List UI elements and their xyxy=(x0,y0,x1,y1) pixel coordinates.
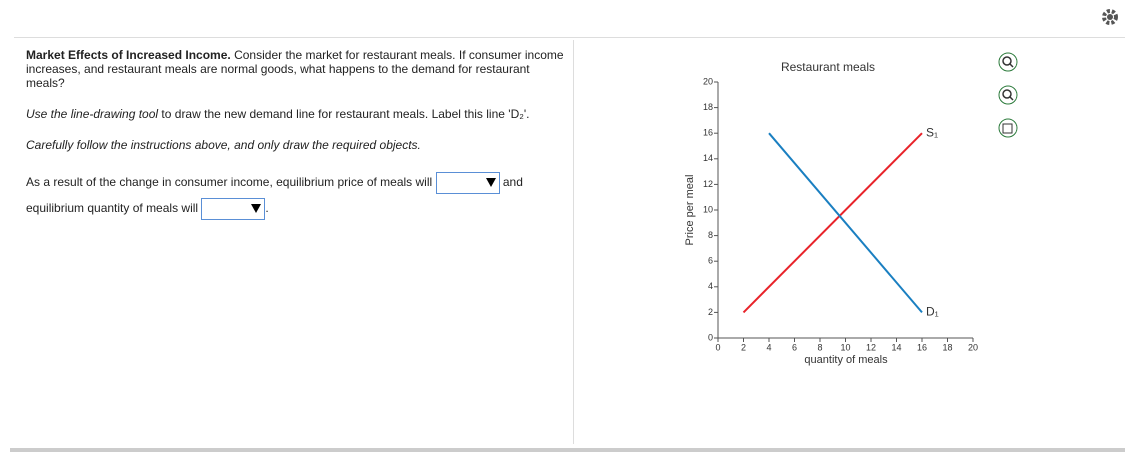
y-tick-label: 0 xyxy=(708,332,713,342)
question-panel: Market Effects of Increased Income. Cons… xyxy=(26,48,571,221)
y-tick-label: 12 xyxy=(703,179,713,189)
note: Carefully follow the instructions above,… xyxy=(26,138,571,152)
x-tick-label: 8 xyxy=(817,342,822,352)
y-axis-label: Price per meal xyxy=(684,175,696,246)
x-tick-label: 4 xyxy=(766,342,771,352)
top-rule xyxy=(14,37,1125,38)
x-tick-label: 10 xyxy=(840,342,850,352)
y-tick-label: 4 xyxy=(708,281,713,291)
line-label: S₁ xyxy=(926,125,938,139)
settings[interactable] xyxy=(1102,9,1118,25)
tool: Use the line-drawing tool xyxy=(26,107,159,121)
sentence: . xyxy=(265,201,269,215)
y-tick-label: 18 xyxy=(703,102,713,112)
y-tick-label: 2 xyxy=(708,307,713,317)
intro: Market Effects of Increased Income. Cons… xyxy=(26,48,571,90)
zoom-in[interactable] xyxy=(998,52,1018,72)
sentence: equilibrium quantity of meals will xyxy=(26,201,199,215)
note-text: Carefully follow the instructions above,… xyxy=(26,138,421,152)
sentence: As a result of the change in consumer in… xyxy=(26,175,433,189)
intro-text: Consider the market for restaurant meals… xyxy=(26,48,564,90)
x-tick-label: 6 xyxy=(792,342,797,352)
instruction: Use the line-drawing tool to draw the ne… xyxy=(26,107,571,121)
row: equilibrium quantity of meals will . xyxy=(26,195,571,221)
line xyxy=(742,132,923,314)
instruction-text: to draw the new demand line for restaura… xyxy=(161,107,530,121)
x-tick-label: 12 xyxy=(866,342,876,352)
x-tick-label: 2 xyxy=(741,342,746,352)
title: Market Effects of Increased Income. xyxy=(26,48,231,62)
line xyxy=(768,132,923,314)
sentence: and xyxy=(502,175,523,189)
x-tick-label: 0 xyxy=(715,342,720,352)
x-tick-label: 20 xyxy=(968,342,978,352)
bottom-bar xyxy=(10,448,1125,452)
divider xyxy=(573,40,574,444)
pop-out[interactable] xyxy=(998,118,1018,138)
chart-title: Restaurant meals xyxy=(781,60,875,74)
line-label: D₁ xyxy=(926,305,939,319)
y-tick-label: 16 xyxy=(703,128,713,138)
y-tick-label: 14 xyxy=(703,153,713,163)
dropdown[interactable] xyxy=(201,197,266,220)
x-axis-label: quantity of meals xyxy=(804,354,888,366)
x-tick-label: 14 xyxy=(891,342,901,352)
row: As a result of the change in consumer in… xyxy=(26,169,571,195)
y-tick-label: 20 xyxy=(703,76,713,86)
x-tick-label: 16 xyxy=(917,342,927,352)
y-tick-label: 8 xyxy=(708,230,713,240)
y-tick-label: 6 xyxy=(708,256,713,266)
zoom-out[interactable] xyxy=(998,85,1018,105)
dropdown[interactable] xyxy=(435,171,500,194)
y-tick-label: 10 xyxy=(703,204,713,214)
x-tick-label: 18 xyxy=(942,342,952,352)
